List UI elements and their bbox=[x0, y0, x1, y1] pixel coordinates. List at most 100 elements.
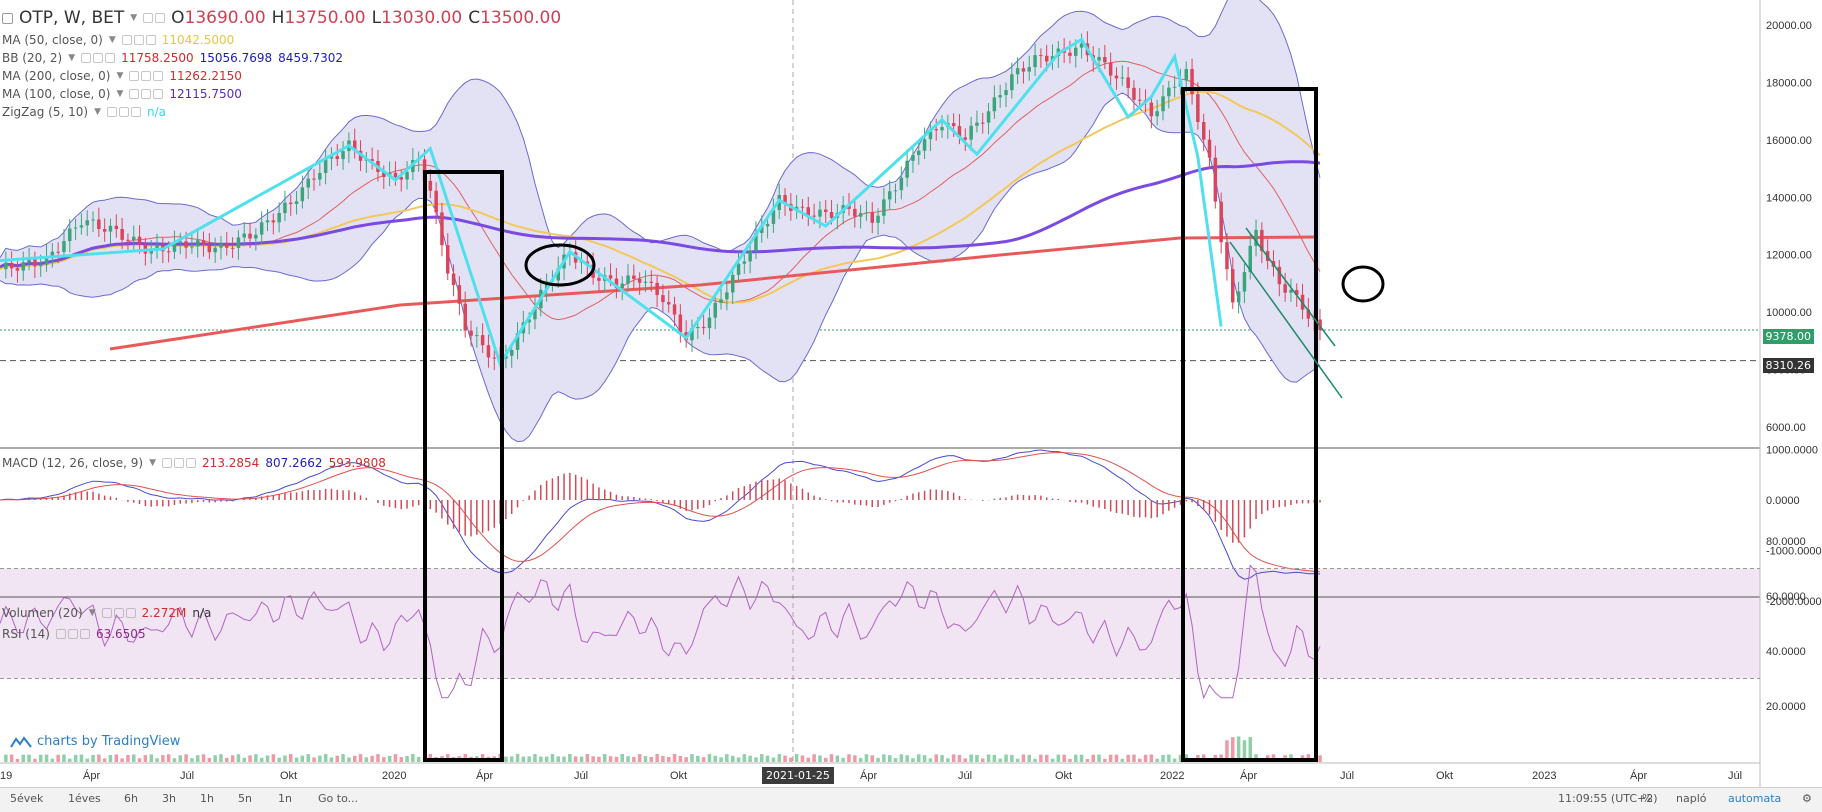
main-legend[interactable]: OTP, W, BET ▼ O13690.00 H13750.00 L13030… bbox=[2, 9, 561, 27]
volume-bar bbox=[376, 754, 380, 762]
eye-icon[interactable] bbox=[143, 13, 154, 23]
gear-icon[interactable]: ⚙ bbox=[1802, 792, 1812, 805]
candle bbox=[312, 169, 316, 191]
volume-bar bbox=[201, 754, 206, 762]
candle-body bbox=[265, 220, 270, 223]
candle bbox=[1242, 263, 1247, 304]
range-5d[interactable]: 5n bbox=[238, 792, 252, 805]
indicator-legend[interactable]: BB (20, 2) ▼ 11758.2500 15056.7698 8459.7302 bbox=[2, 51, 344, 65]
close-icon[interactable] bbox=[153, 71, 164, 81]
close-icon[interactable] bbox=[186, 458, 197, 468]
candle-body bbox=[312, 178, 316, 180]
eye-icon[interactable] bbox=[107, 107, 117, 117]
gear-icon[interactable] bbox=[133, 35, 144, 45]
volume-bar bbox=[853, 755, 857, 762]
volume-bar bbox=[789, 757, 793, 762]
candle-body bbox=[1283, 284, 1287, 293]
gear-icon[interactable] bbox=[113, 608, 124, 618]
volume-bar bbox=[190, 758, 194, 762]
highlight-rectangle bbox=[423, 170, 504, 762]
candle bbox=[614, 267, 619, 299]
eye-icon[interactable] bbox=[162, 458, 173, 468]
gear-icon[interactable] bbox=[141, 89, 152, 99]
candle-body bbox=[655, 282, 659, 296]
close-icon[interactable] bbox=[105, 53, 116, 63]
indicator-value: 11042.5000 bbox=[161, 33, 235, 47]
candle-body bbox=[637, 278, 642, 283]
close-icon[interactable] bbox=[153, 89, 164, 99]
gear-icon[interactable] bbox=[141, 71, 152, 81]
close-icon[interactable] bbox=[145, 35, 156, 45]
volume-bar bbox=[300, 755, 305, 762]
time-axis-tick: Júl bbox=[180, 770, 194, 782]
close-icon[interactable] bbox=[79, 629, 90, 639]
range-6m[interactable]: 6h bbox=[124, 792, 138, 805]
indicator-legend[interactable]: ZigZag (5, 10) ▼ n/a bbox=[2, 105, 167, 119]
candle bbox=[917, 139, 921, 165]
chevron-down-icon[interactable]: ▼ bbox=[94, 107, 101, 117]
candle-body bbox=[486, 345, 491, 358]
range-5y[interactable]: 5évek bbox=[10, 792, 44, 805]
volume-bar bbox=[143, 755, 148, 762]
log-toggle[interactable]: napló bbox=[1676, 792, 1707, 805]
chevron-down-icon[interactable]: ▼ bbox=[149, 458, 157, 468]
candle bbox=[1004, 82, 1008, 108]
volume-bar bbox=[21, 754, 25, 762]
chart-canvas[interactable]: 20000.00 18000.00 16000.00 14000.00 12000.00… bbox=[0, 0, 1822, 787]
candle bbox=[1126, 67, 1130, 99]
indicator-legend[interactable]: MA (50, close, 0) ▼ 11042.5000 bbox=[2, 33, 235, 47]
gear-icon[interactable] bbox=[119, 107, 129, 117]
range-1m[interactable]: 1h bbox=[200, 792, 214, 805]
candle-body bbox=[300, 187, 305, 202]
chevron-down-icon[interactable]: ▼ bbox=[68, 53, 76, 63]
gear-icon[interactable] bbox=[93, 53, 104, 63]
indicator-legend[interactable]: MA (200, close, 0) ▼ 11262.2150 bbox=[2, 69, 242, 83]
candle bbox=[1202, 113, 1206, 152]
eye-icon[interactable] bbox=[129, 89, 140, 99]
candle-body bbox=[248, 233, 252, 239]
eye-icon[interactable] bbox=[81, 53, 92, 63]
rsi-legend[interactable]: RSI (14) 63.6505 bbox=[2, 627, 146, 641]
collapse-icon[interactable] bbox=[2, 12, 13, 24]
gear-icon[interactable] bbox=[155, 13, 166, 23]
gear-icon[interactable] bbox=[67, 629, 78, 639]
volume-bar bbox=[108, 755, 113, 762]
chevron-down-icon[interactable]: ▼ bbox=[116, 71, 124, 81]
candle bbox=[242, 221, 246, 247]
eye-icon[interactable] bbox=[101, 608, 112, 618]
eye-icon[interactable] bbox=[121, 35, 132, 45]
candle bbox=[888, 180, 892, 210]
gear-icon[interactable] bbox=[174, 458, 185, 468]
chevron-down-icon[interactable]: ▼ bbox=[116, 89, 124, 99]
close-icon[interactable] bbox=[131, 107, 141, 117]
indicator-value: 12115.7500 bbox=[169, 87, 242, 101]
volume-bar bbox=[207, 758, 212, 762]
time-axis-tick: Ápr bbox=[476, 769, 493, 782]
user-drawings[interactable] bbox=[423, 87, 1385, 762]
tradingview-watermark[interactable]: charts by TradingView bbox=[10, 734, 180, 749]
range-3m[interactable]: 3h bbox=[162, 792, 176, 805]
chevron-down-icon[interactable]: ▼ bbox=[108, 35, 116, 45]
candle bbox=[1167, 80, 1171, 109]
auto-toggle[interactable]: automata bbox=[1728, 792, 1782, 805]
close-icon[interactable] bbox=[125, 608, 136, 618]
volume-bar bbox=[1068, 758, 1072, 762]
candle bbox=[1225, 233, 1229, 281]
goto-button[interactable]: Go to... bbox=[318, 792, 359, 805]
percent-toggle[interactable]: % bbox=[1642, 792, 1653, 805]
eye-icon[interactable] bbox=[55, 629, 66, 639]
volume-bar bbox=[951, 754, 956, 762]
legend-buttons[interactable] bbox=[143, 13, 166, 23]
volume-legend[interactable]: Volumen (20) ▼ 2.272M n/a bbox=[2, 606, 212, 620]
volume-bar bbox=[50, 758, 55, 762]
indicator-legend[interactable]: MA (100, close, 0) ▼ 12115.7500 bbox=[2, 87, 242, 101]
range-1d[interactable]: 1n bbox=[278, 792, 292, 805]
range-1y[interactable]: 1éves bbox=[68, 792, 101, 805]
chevron-down-icon[interactable]: ▼ bbox=[88, 608, 96, 618]
eye-icon[interactable] bbox=[129, 71, 140, 81]
time-axis-tick: Okt bbox=[280, 770, 297, 782]
volume-bar bbox=[248, 755, 252, 762]
macd-legend[interactable]: MACD (12, 26, close, 9) ▼ 213.2854 807.26… bbox=[2, 456, 386, 470]
candle bbox=[882, 187, 886, 225]
chevron-down-icon[interactable]: ▼ bbox=[130, 13, 138, 23]
